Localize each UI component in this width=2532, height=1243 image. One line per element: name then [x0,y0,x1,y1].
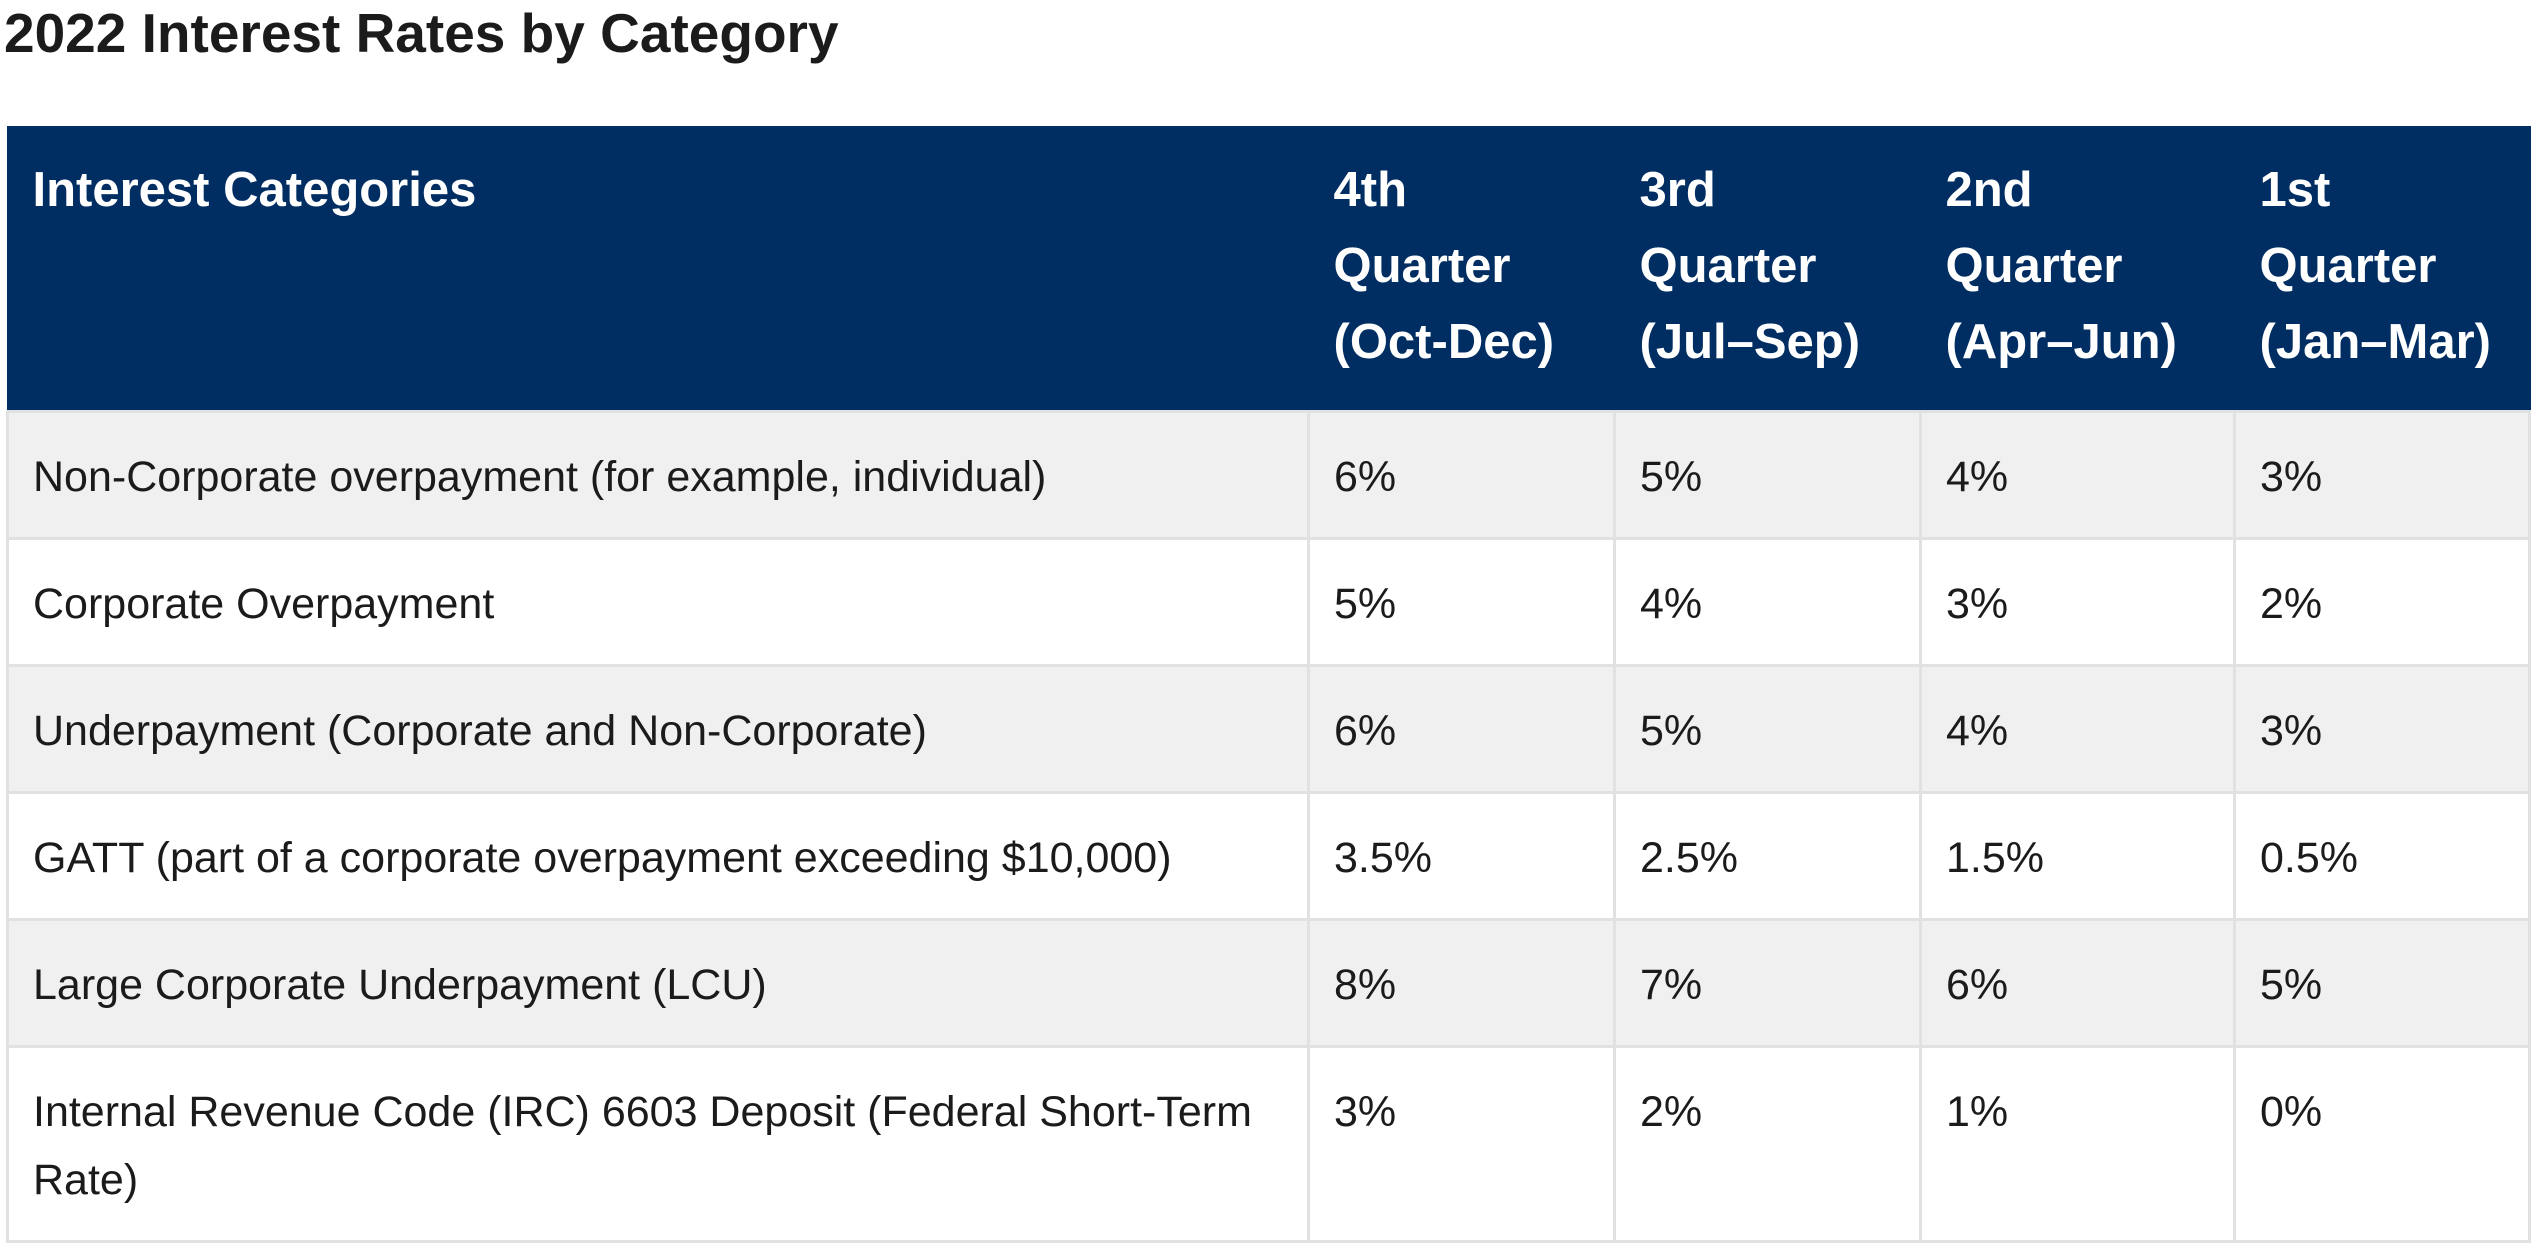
rate-cell-q2: 3% [1919,537,2236,667]
header-2nd-quarter: 2nd Quarter (Apr–Jun) [1919,126,2236,413]
header-4th-quarter: 4th Quarter (Oct-Dec) [1307,126,1616,413]
header-3rd-quarter: 3rd Quarter (Jul–Sep) [1613,126,1922,413]
rate-cell-q3: 5% [1613,410,1922,540]
rate-cell-q3: 5% [1613,664,1922,794]
rate-cell-q2: 1% [1919,1045,2236,1243]
table-row: Non-Corporate overpayment (for example, … [6,410,2531,540]
category-cell: Large Corporate Underpayment (LCU) [6,918,1310,1048]
category-cell: Underpayment (Corporate and Non-Corporat… [6,664,1310,794]
table-header-row: Interest Categories 4th Quarter (Oct-Dec… [6,126,2531,413]
rate-cell-q4: 3% [1307,1045,1616,1243]
rate-cell-q1: 3% [2233,664,2531,794]
rate-cell-q2: 4% [1919,410,2236,540]
category-cell: Non-Corporate overpayment (for example, … [6,410,1310,540]
table-body: Non-Corporate overpayment (for example, … [6,410,2531,1243]
rate-cell-q4: 6% [1307,664,1616,794]
rate-cell-q4: 8% [1307,918,1616,1048]
rate-cell-q1: 5% [2233,918,2531,1048]
rate-cell-q4: 6% [1307,410,1616,540]
category-cell: Corporate Overpayment [6,537,1310,667]
table-row: Internal Revenue Code (IRC) 6603 Deposit… [6,1045,2531,1243]
rate-cell-q2: 4% [1919,664,2236,794]
header-1st-quarter: 1st Quarter (Jan–Mar) [2233,126,2531,413]
rate-cell-q3: 7% [1613,918,1922,1048]
rate-cell-q4: 3.5% [1307,791,1616,921]
table-row: GATT (part of a corporate overpayment ex… [6,791,2531,921]
rate-cell-q2: 6% [1919,918,2236,1048]
rate-cell-q3: 4% [1613,537,1922,667]
page: 2022 Interest Rates by Category Interest… [4,2,2531,1243]
table-header: Interest Categories 4th Quarter (Oct-Dec… [6,126,2531,413]
rate-cell-q2: 1.5% [1919,791,2236,921]
category-cell: GATT (part of a corporate overpayment ex… [6,791,1310,921]
rate-cell-q4: 5% [1307,537,1616,667]
rate-cell-q1: 0% [2233,1045,2531,1243]
rate-cell-q1: 3% [2233,410,2531,540]
table-row: Underpayment (Corporate and Non-Corporat… [6,664,2531,794]
interest-rates-table: Interest Categories 4th Quarter (Oct-Dec… [6,126,2531,1243]
page-title: 2022 Interest Rates by Category [4,2,839,64]
rate-cell-q3: 2% [1613,1045,1922,1243]
table-row: Corporate Overpayment 5% 4% 3% 2% [6,537,2531,667]
rate-cell-q1: 0.5% [2233,791,2531,921]
category-cell: Internal Revenue Code (IRC) 6603 Deposit… [6,1045,1310,1243]
header-interest-categories: Interest Categories [6,126,1310,413]
table-row: Large Corporate Underpayment (LCU) 8% 7%… [6,918,2531,1048]
rate-cell-q3: 2.5% [1613,791,1922,921]
rate-cell-q1: 2% [2233,537,2531,667]
